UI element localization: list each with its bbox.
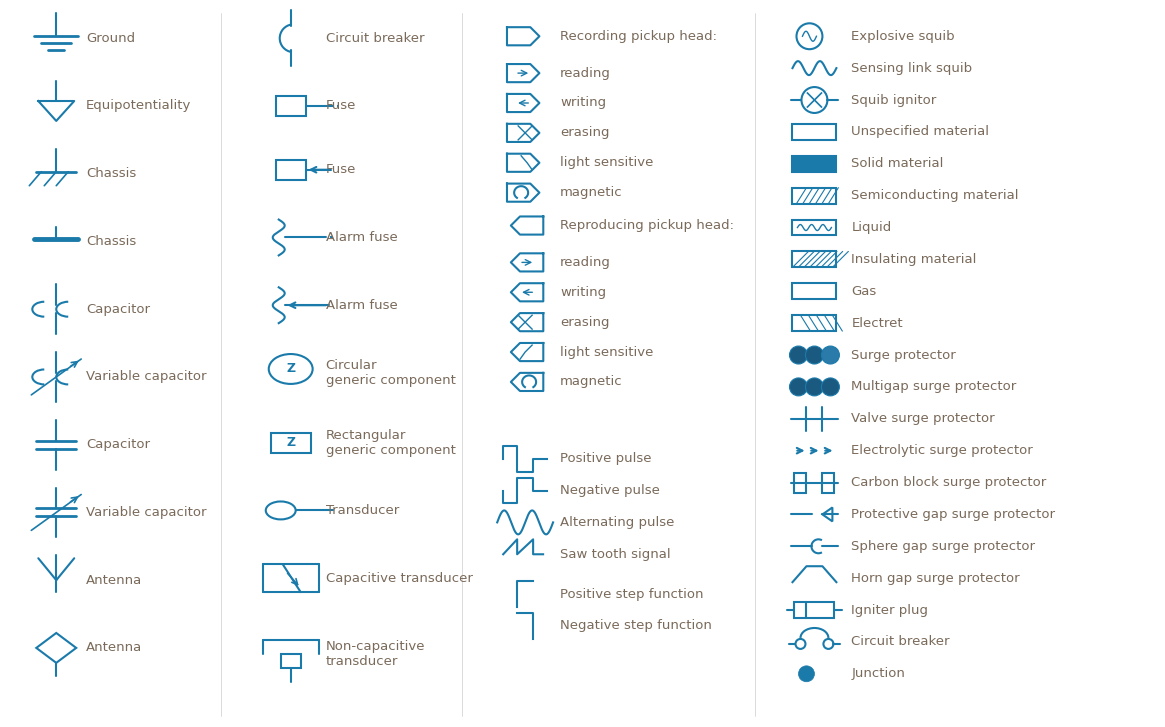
Text: light sensitive: light sensitive xyxy=(560,156,654,169)
Text: Circuit breaker: Circuit breaker xyxy=(852,635,949,648)
Text: Surge protector: Surge protector xyxy=(852,348,956,361)
Text: Positive step function: Positive step function xyxy=(560,587,704,601)
Bar xyxy=(822,473,834,492)
Text: Capacitor: Capacitor xyxy=(86,302,150,316)
Text: Ground: Ground xyxy=(86,32,135,45)
Text: Explosive squib: Explosive squib xyxy=(852,30,955,43)
Text: Chassis: Chassis xyxy=(86,167,136,180)
Text: Gas: Gas xyxy=(852,285,876,298)
Text: Z: Z xyxy=(287,436,295,449)
Text: Fuse: Fuse xyxy=(325,100,356,113)
Text: Fuse: Fuse xyxy=(325,164,356,176)
Bar xyxy=(795,473,806,492)
Bar xyxy=(795,602,834,618)
Circle shape xyxy=(805,346,824,364)
Text: Equipotentiality: Equipotentiality xyxy=(86,100,191,113)
Text: Positive pulse: Positive pulse xyxy=(560,452,651,465)
Bar xyxy=(281,654,301,668)
Text: Recording pickup head:: Recording pickup head: xyxy=(560,30,716,43)
Text: magnetic: magnetic xyxy=(560,186,622,199)
Text: magnetic: magnetic xyxy=(560,375,622,388)
Text: light sensitive: light sensitive xyxy=(560,345,654,358)
Text: Alarm fuse: Alarm fuse xyxy=(325,299,397,312)
Text: Carbon block surge protector: Carbon block surge protector xyxy=(852,476,1046,489)
Text: Rectangular
generic component: Rectangular generic component xyxy=(325,429,456,457)
Text: Sphere gap surge protector: Sphere gap surge protector xyxy=(852,540,1036,553)
Text: Z: Z xyxy=(287,363,295,375)
Text: reading: reading xyxy=(560,67,610,80)
Text: Electrolytic surge protector: Electrolytic surge protector xyxy=(852,444,1033,457)
Text: Reproducing pickup head:: Reproducing pickup head: xyxy=(560,219,734,232)
Bar xyxy=(792,284,836,300)
Text: writing: writing xyxy=(560,286,606,299)
Text: Transducer: Transducer xyxy=(325,504,398,517)
Text: Solid material: Solid material xyxy=(852,157,944,170)
Text: Circuit breaker: Circuit breaker xyxy=(325,32,424,45)
Text: Protective gap surge protector: Protective gap surge protector xyxy=(852,508,1055,521)
Circle shape xyxy=(821,378,840,396)
Bar xyxy=(792,188,836,204)
Text: Antenna: Antenna xyxy=(86,574,142,587)
Text: Alarm fuse: Alarm fuse xyxy=(325,231,397,244)
Text: Negative pulse: Negative pulse xyxy=(560,484,659,497)
Circle shape xyxy=(798,666,814,682)
Text: Capacitor: Capacitor xyxy=(86,438,150,451)
Bar xyxy=(270,433,311,453)
Text: Electret: Electret xyxy=(852,317,903,329)
Text: Junction: Junction xyxy=(852,667,905,680)
Text: Multigap surge protector: Multigap surge protector xyxy=(852,380,1017,393)
Text: Alternating pulse: Alternating pulse xyxy=(560,516,675,529)
Bar xyxy=(792,156,836,172)
Text: Semiconducting material: Semiconducting material xyxy=(852,189,1019,202)
Text: Igniter plug: Igniter plug xyxy=(852,603,929,616)
Text: Non-capacitive
transducer: Non-capacitive transducer xyxy=(325,640,425,668)
Circle shape xyxy=(790,378,807,396)
Text: Variable capacitor: Variable capacitor xyxy=(86,506,206,519)
Text: Squib ignitor: Squib ignitor xyxy=(852,94,937,107)
Text: Unspecified material: Unspecified material xyxy=(852,125,989,138)
Bar xyxy=(276,160,305,180)
Bar xyxy=(792,220,836,236)
Text: erasing: erasing xyxy=(560,126,609,140)
Text: erasing: erasing xyxy=(560,316,609,329)
Bar xyxy=(792,252,836,268)
Text: Antenna: Antenna xyxy=(86,641,142,654)
Text: Negative step function: Negative step function xyxy=(560,619,712,632)
Text: Horn gap surge protector: Horn gap surge protector xyxy=(852,571,1021,585)
Text: Variable capacitor: Variable capacitor xyxy=(86,371,206,383)
Bar xyxy=(792,316,836,331)
Text: Capacitive transducer: Capacitive transducer xyxy=(325,571,473,585)
Bar xyxy=(792,124,836,140)
Text: Chassis: Chassis xyxy=(86,235,136,248)
Circle shape xyxy=(790,346,807,364)
Text: Valve surge protector: Valve surge protector xyxy=(852,412,995,425)
Text: Insulating material: Insulating material xyxy=(852,253,976,266)
Bar xyxy=(276,96,305,116)
Text: reading: reading xyxy=(560,256,610,269)
Text: writing: writing xyxy=(560,97,606,110)
Text: Sensing link squib: Sensing link squib xyxy=(852,62,973,75)
Text: Circular
generic component: Circular generic component xyxy=(325,359,456,387)
Circle shape xyxy=(821,346,840,364)
Text: Saw tooth signal: Saw tooth signal xyxy=(560,547,671,561)
Circle shape xyxy=(805,378,824,396)
Text: Liquid: Liquid xyxy=(852,221,891,234)
